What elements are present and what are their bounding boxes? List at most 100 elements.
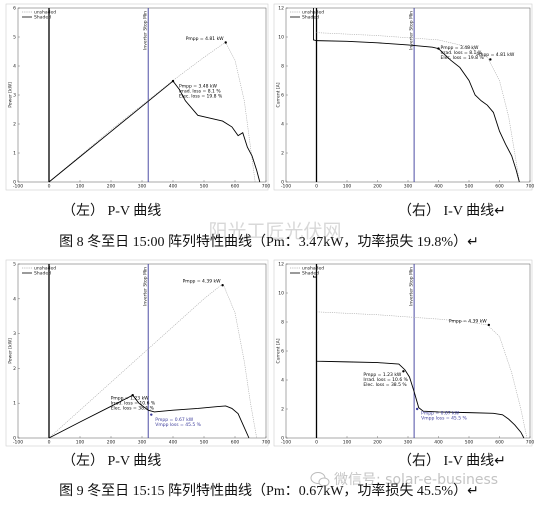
x-tick-label: 200 bbox=[373, 184, 382, 190]
point-annotation: Irrad. loss = 8.1 % bbox=[179, 89, 221, 95]
point-annotation: Pmpp = 4.81 kW bbox=[476, 52, 514, 58]
y-tick-label: 0 bbox=[13, 436, 16, 442]
x-tick-label: 300 bbox=[404, 440, 413, 446]
series-line bbox=[313, 8, 520, 183]
vertical-line-label: Inverter Stop Min bbox=[143, 267, 149, 306]
x-tick-label: -100 bbox=[281, 184, 291, 190]
legend-label: Shaded bbox=[302, 15, 319, 21]
series-line bbox=[316, 311, 528, 439]
legend-label: unshaded bbox=[302, 266, 324, 272]
y-tick-label: 6 bbox=[281, 349, 284, 355]
x-tick-label: 100 bbox=[76, 184, 85, 190]
x-tick-label: 700 bbox=[262, 440, 271, 446]
point-marker bbox=[437, 47, 440, 50]
point-annotation: Pmpp = 3.48 kW bbox=[179, 84, 217, 90]
x-tick-label: 200 bbox=[107, 440, 116, 446]
point-annotation: Pmpp = 4.81 kW bbox=[186, 36, 224, 42]
point-annotation: Irrad. loss = 10.6 % bbox=[111, 401, 156, 407]
y-tick-label: 12 bbox=[278, 262, 284, 268]
wechat-icon bbox=[310, 472, 330, 487]
y-axis-label: Power [kW] bbox=[8, 82, 14, 108]
wechat-id: 微信号: solar-e-business bbox=[334, 472, 498, 488]
y-tick-label: 2 bbox=[281, 407, 284, 413]
y-axis-label: Power [kW] bbox=[8, 338, 14, 364]
x-tick-label: 600 bbox=[231, 184, 240, 190]
y-tick-label: 8 bbox=[281, 320, 284, 326]
x-tick-label: -100 bbox=[281, 440, 291, 446]
point-marker bbox=[131, 393, 134, 397]
vertical-line-label: Inverter Stop Min bbox=[409, 11, 415, 50]
watermark: 阳光工匠光伏网 bbox=[208, 221, 341, 243]
y-tick-label: 3 bbox=[13, 93, 16, 99]
point-annotation: Irrad. loss = 10.6 % bbox=[363, 377, 408, 383]
point-marker bbox=[221, 284, 224, 287]
right-label: （右） I-V 曲线↵ bbox=[398, 203, 506, 219]
point-annotation: Elec. loss = 38.5 % bbox=[111, 406, 155, 412]
point-annotation: Pmpp = 1.23 kW bbox=[363, 372, 401, 378]
x-tick-label: 300 bbox=[404, 184, 413, 190]
point-marker bbox=[224, 41, 227, 44]
x-tick-label: 500 bbox=[200, 184, 209, 190]
left-label: （左） P-V 曲线 bbox=[62, 453, 161, 469]
point-marker bbox=[150, 413, 153, 416]
figure-caption: 图 8 冬至日 15:00 阵列特性曲线（Pm：3.47kW，功率损失 19.8… bbox=[59, 233, 479, 250]
point-annotation: Elec. loss = 19.8 % bbox=[179, 94, 223, 100]
y-tick-label: 2 bbox=[13, 122, 16, 128]
point-marker bbox=[171, 79, 175, 83]
point-annotation: Pmpp = 3.48 kW bbox=[441, 45, 479, 51]
x-tick-label: 500 bbox=[465, 184, 474, 190]
point-annotation: Pmpp = 0.67 kW bbox=[421, 411, 459, 417]
point-annotation: Elec. loss = 38.5 % bbox=[363, 382, 407, 388]
point-annotation: Pmpp = 0.67 kW bbox=[155, 417, 193, 423]
chart-frame bbox=[273, 259, 533, 447]
point-annotation: Elec. loss = 19.8 % bbox=[441, 55, 485, 61]
y-tick-label: 5 bbox=[13, 35, 16, 41]
point-annotation: Vmpp loss = 45.5 % bbox=[155, 422, 201, 428]
series-line bbox=[316, 32, 520, 183]
legend-label: unshaded bbox=[34, 266, 56, 272]
chart-frame bbox=[5, 3, 269, 191]
y-tick-label: 10 bbox=[278, 35, 284, 41]
chart-frame bbox=[5, 259, 269, 447]
x-tick-label: 400 bbox=[434, 184, 443, 190]
y-tick-label: 4 bbox=[281, 378, 284, 384]
legend-label: Shaded bbox=[34, 271, 51, 277]
x-tick-label: 700 bbox=[526, 440, 535, 446]
y-tick-label: 1 bbox=[13, 151, 16, 157]
x-tick-label: 100 bbox=[343, 184, 352, 190]
x-tick-label: 100 bbox=[343, 440, 352, 446]
chart-frame bbox=[273, 3, 533, 191]
y-tick-label: 5 bbox=[13, 262, 16, 268]
y-tick-label: 3 bbox=[13, 331, 16, 337]
y-tick-label: 8 bbox=[281, 64, 284, 70]
x-tick-label: 100 bbox=[76, 440, 85, 446]
x-tick-label: 0 bbox=[48, 440, 51, 446]
x-tick-label: 600 bbox=[495, 440, 504, 446]
left-label: （左） P-V 曲线 bbox=[62, 203, 161, 219]
x-tick-label: 500 bbox=[200, 440, 209, 446]
y-axis-label: Current [A] bbox=[276, 338, 282, 363]
x-tick-label: 600 bbox=[231, 440, 240, 446]
point-marker bbox=[402, 370, 405, 373]
x-tick-label: 700 bbox=[526, 184, 535, 190]
chart: -100 0 100 200 300 400 500 600 700024681012Curre… bbox=[273, 259, 535, 447]
x-tick-label: 300 bbox=[138, 184, 147, 190]
chart: -100 0 100 200 300 400 500 600 700024681012Curre… bbox=[273, 3, 535, 191]
y-tick-label: 4 bbox=[13, 64, 16, 70]
y-axis-label: Current [A] bbox=[276, 82, 282, 107]
x-tick-label: 700 bbox=[262, 184, 271, 190]
y-tick-label: 4 bbox=[281, 122, 284, 128]
vertical-line-label: Inverter Stop Min bbox=[409, 267, 415, 306]
x-tick-label: 0 bbox=[315, 184, 318, 190]
point-annotation: Pmpp = 1.23 kW bbox=[111, 396, 149, 402]
series-line bbox=[313, 275, 525, 439]
legend-label: Shaded bbox=[302, 271, 319, 277]
point-annotation: Pmpp = 4.39 kW bbox=[183, 279, 221, 285]
y-tick-label: 12 bbox=[278, 6, 284, 12]
y-tick-label: 1 bbox=[13, 401, 16, 407]
y-tick-label: 2 bbox=[13, 366, 16, 372]
vertical-line-label: Inverter Stop Min bbox=[143, 11, 149, 50]
